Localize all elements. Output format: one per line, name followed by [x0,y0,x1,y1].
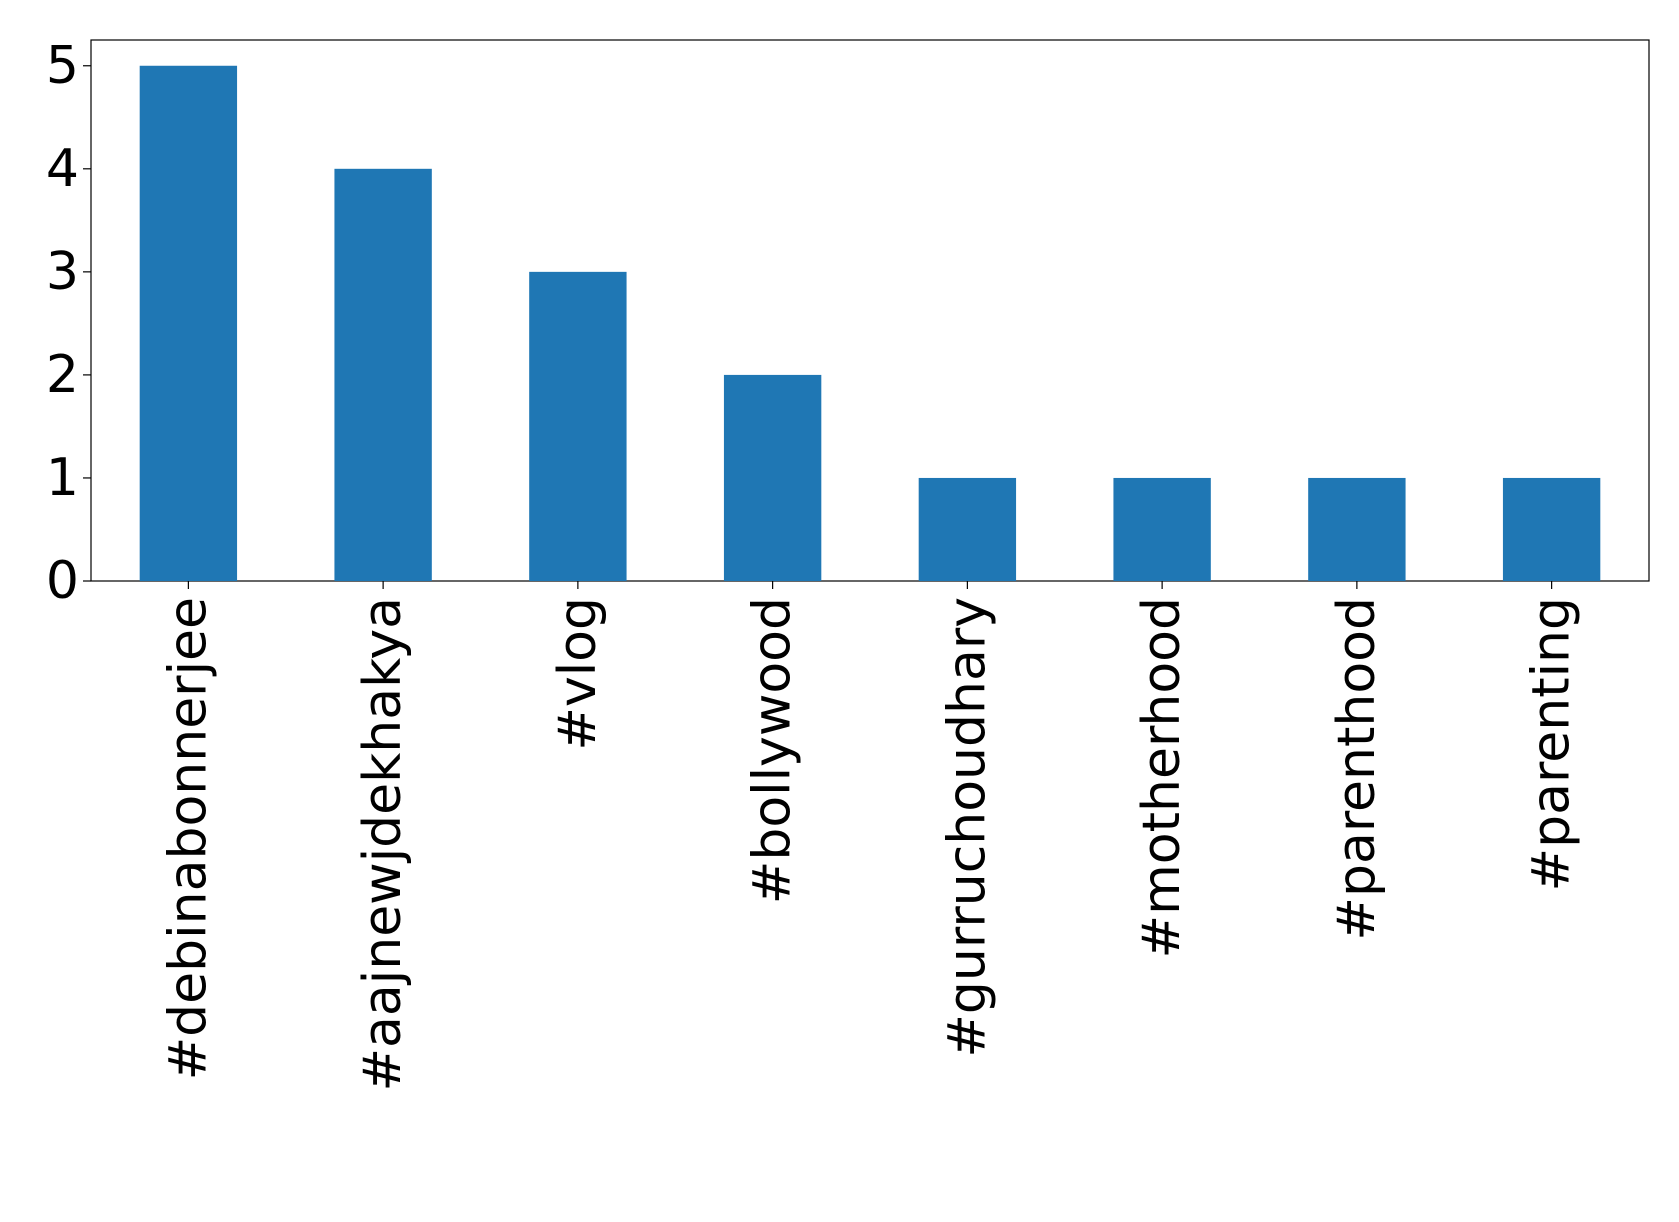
bar [918,477,1017,581]
x-tick-label: #bollywood [743,597,803,904]
y-tick-label: 4 [46,139,79,199]
x-tick-label: #parenthood [1327,597,1387,941]
x-tick-label: #vlog [548,597,608,751]
x-tick-label: #gurruchoudhary [937,597,997,1058]
x-tick-label: #aajnewjdekhakya [353,597,413,1092]
bar [334,168,432,582]
x-tick-label: #motherhood [1132,597,1192,958]
x-tick-label: #parenting [1522,597,1582,891]
bar [529,271,627,581]
bar [1113,477,1211,581]
bar [139,65,238,581]
y-tick-label: 0 [46,551,79,611]
y-tick-label: 2 [46,345,79,405]
bar [1308,477,1406,581]
bar [723,374,822,581]
x-tick-label: #debinabonnerjee [158,597,218,1080]
y-tick-label: 3 [46,242,79,302]
axes-frame [90,39,1650,582]
y-tick-label: 1 [46,448,79,508]
y-tick-label: 5 [46,36,79,96]
bar [1502,477,1601,581]
